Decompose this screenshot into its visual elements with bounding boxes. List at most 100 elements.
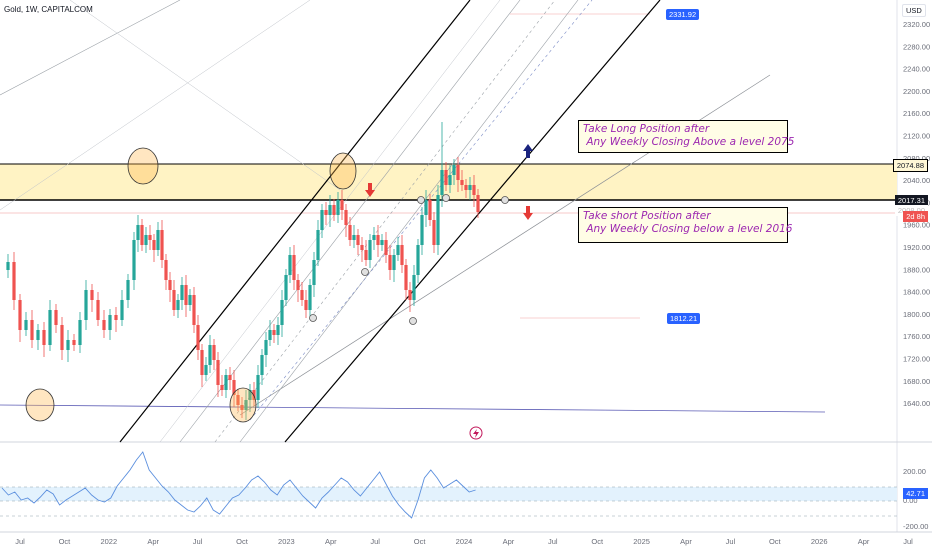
candle-body[interactable] <box>384 240 388 255</box>
candle-body[interactable] <box>460 180 464 185</box>
candle-body[interactable] <box>196 325 200 350</box>
candle-body[interactable] <box>340 200 344 210</box>
candle-body[interactable] <box>120 300 124 320</box>
touch-point-marker[interactable] <box>417 196 425 204</box>
candle-body[interactable] <box>236 395 240 405</box>
candle-body[interactable] <box>260 355 264 375</box>
candle-body[interactable] <box>400 245 404 265</box>
candle-body[interactable] <box>328 205 332 215</box>
candle-body[interactable] <box>324 210 328 215</box>
pivot-circle[interactable] <box>25 388 55 422</box>
candle-body[interactable] <box>352 235 356 240</box>
candle-body[interactable] <box>248 390 252 400</box>
candle-body[interactable] <box>300 290 304 300</box>
candle-body[interactable] <box>392 255 396 270</box>
candle-body[interactable] <box>156 230 160 250</box>
candle-body[interactable] <box>288 255 292 275</box>
candle-body[interactable] <box>12 262 16 300</box>
touch-point-marker[interactable] <box>409 317 417 325</box>
candle-body[interactable] <box>96 300 100 320</box>
short-position-note[interactable]: Take short Position after Any Weekly Clo… <box>578 207 793 243</box>
candle-body[interactable] <box>176 300 180 310</box>
channel-line[interactable] <box>284 0 661 443</box>
touch-point-marker[interactable] <box>442 194 450 202</box>
candle-body[interactable] <box>144 235 148 245</box>
candle-body[interactable] <box>192 295 196 325</box>
candle-body[interactable] <box>388 255 392 270</box>
pivot-circle[interactable] <box>229 387 257 423</box>
candle-body[interactable] <box>54 310 58 325</box>
candle-body[interactable] <box>284 275 288 300</box>
candle-body[interactable] <box>228 375 232 380</box>
candle-body[interactable] <box>428 200 432 220</box>
candle-body[interactable] <box>372 235 376 240</box>
candle-body[interactable] <box>432 220 436 245</box>
candle-body[interactable] <box>78 320 82 345</box>
rsi-line[interactable] <box>1 451 476 519</box>
candle-body[interactable] <box>30 320 34 340</box>
candle-body[interactable] <box>304 300 308 310</box>
candle-body[interactable] <box>36 330 40 340</box>
candle-body[interactable] <box>444 170 448 185</box>
candle-body[interactable] <box>468 185 472 190</box>
channel-line[interactable] <box>119 0 471 443</box>
candle-body[interactable] <box>412 275 416 300</box>
candle-body[interactable] <box>18 300 22 330</box>
candle-body[interactable] <box>348 225 352 240</box>
candle-body[interactable] <box>6 262 10 270</box>
candle-body[interactable] <box>464 185 468 190</box>
pivot-circle[interactable] <box>127 147 159 185</box>
candle-body[interactable] <box>114 315 118 320</box>
candle-body[interactable] <box>48 310 52 345</box>
candle-body[interactable] <box>188 295 192 305</box>
candle-body[interactable] <box>272 330 276 335</box>
candle-body[interactable] <box>160 230 164 260</box>
candle-body[interactable] <box>256 375 260 400</box>
candle-body[interactable] <box>180 285 184 300</box>
high-price-label[interactable]: 2331.92 <box>666 9 700 20</box>
candle-body[interactable] <box>216 360 220 385</box>
trend-line[interactable] <box>0 0 311 211</box>
candle-body[interactable] <box>132 240 136 280</box>
candle-body[interactable] <box>292 255 296 280</box>
candle-body[interactable] <box>308 285 312 310</box>
channel-line[interactable] <box>214 0 556 443</box>
candle-body[interactable] <box>252 390 256 400</box>
trend-line[interactable] <box>69 0 341 191</box>
candle-body[interactable] <box>376 235 380 245</box>
currency-button[interactable]: USD <box>902 4 926 17</box>
candle-body[interactable] <box>72 340 76 345</box>
candle-body[interactable] <box>172 290 176 310</box>
candle-body[interactable] <box>424 200 428 215</box>
candle-body[interactable] <box>136 225 140 240</box>
candle-body[interactable] <box>316 230 320 260</box>
candle-body[interactable] <box>268 330 272 340</box>
candle-body[interactable] <box>456 165 460 180</box>
candle-body[interactable] <box>476 195 480 212</box>
candle-body[interactable] <box>320 210 324 230</box>
candle-body[interactable] <box>232 380 236 395</box>
low-price-label[interactable]: 1812.21 <box>667 313 701 324</box>
candle-body[interactable] <box>212 345 216 360</box>
candle-body[interactable] <box>108 315 112 330</box>
pivot-circle[interactable] <box>329 152 357 190</box>
support-trend-line[interactable] <box>0 404 826 413</box>
candle-body[interactable] <box>404 265 408 290</box>
candle-body[interactable] <box>396 245 400 255</box>
candle-body[interactable] <box>164 260 168 280</box>
channel-line[interactable] <box>239 0 579 443</box>
candle-body[interactable] <box>356 235 360 245</box>
candle-body[interactable] <box>368 240 372 260</box>
candle-body[interactable] <box>42 330 46 345</box>
candle-body[interactable] <box>408 290 412 300</box>
candle-body[interactable] <box>204 365 208 375</box>
candle-body[interactable] <box>244 400 248 410</box>
candle-body[interactable] <box>102 320 106 330</box>
candle-body[interactable] <box>224 375 228 390</box>
candle-body[interactable] <box>60 325 64 350</box>
candle-body[interactable] <box>312 260 316 285</box>
candle-body[interactable] <box>364 250 368 260</box>
channel-line[interactable] <box>249 0 593 421</box>
candle-body[interactable] <box>240 405 244 410</box>
candle-body[interactable] <box>126 280 130 300</box>
